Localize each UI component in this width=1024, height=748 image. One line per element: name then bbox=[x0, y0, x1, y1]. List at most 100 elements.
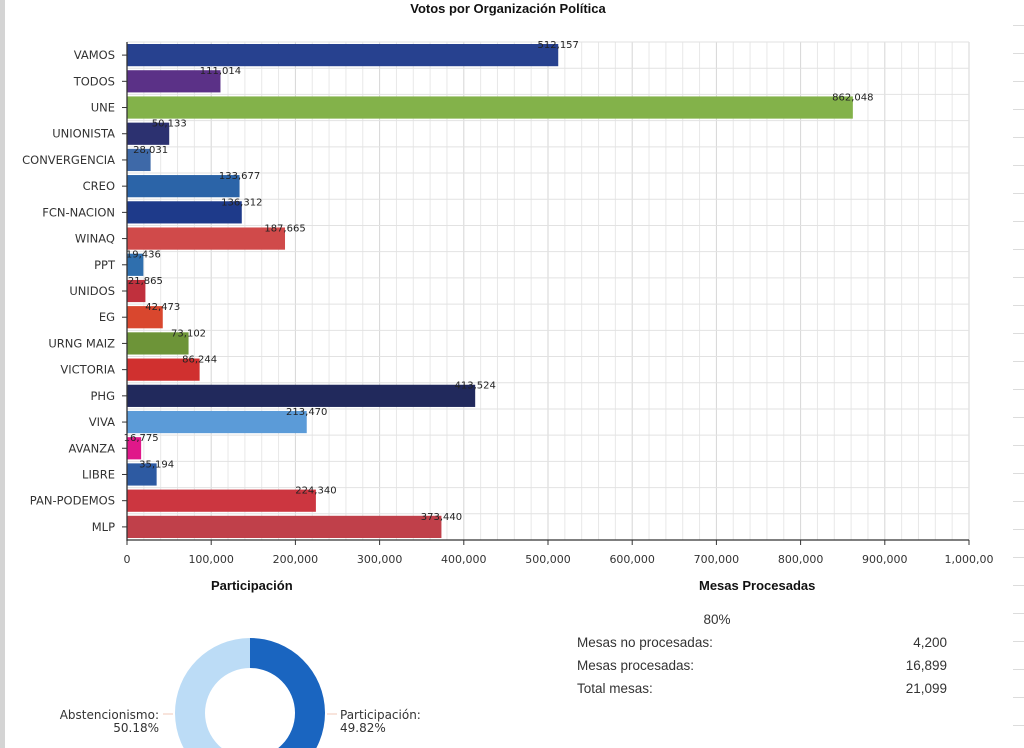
category-label: UNE bbox=[91, 101, 115, 115]
bar-value-label: 224,340 bbox=[295, 486, 336, 497]
right-edge-decoration bbox=[1013, 0, 1024, 748]
bar-vamos bbox=[127, 44, 559, 67]
mesas-row: Mesas procesadas: 16,899 bbox=[577, 654, 947, 677]
participation-donut-chart: Participación:49.82% Abstencionismo:50.18… bbox=[60, 638, 421, 748]
bar-todos bbox=[127, 70, 221, 93]
edge-dash bbox=[1013, 417, 1024, 418]
x-tick-label: 800,000 bbox=[778, 553, 824, 566]
edge-dash bbox=[1013, 249, 1024, 250]
mesas-row-value: 4,200 bbox=[913, 635, 947, 650]
edge-dash bbox=[1013, 529, 1024, 530]
abstencionismo-value: 50.18% bbox=[113, 721, 159, 735]
x-tick-label: 400,000 bbox=[441, 553, 487, 566]
category-label: EG bbox=[99, 310, 115, 324]
x-tick-label: 0 bbox=[124, 553, 131, 566]
edge-dash bbox=[1013, 697, 1024, 698]
bar-urng-maiz bbox=[127, 332, 189, 355]
bar-fcn-nacion bbox=[127, 201, 242, 224]
bar-convergencia bbox=[127, 148, 151, 172]
x-tick-label: 700,000 bbox=[694, 553, 740, 566]
bar-avanza bbox=[127, 437, 142, 460]
bar-value-label: 73,102 bbox=[171, 328, 206, 339]
category-label: UNIONISTA bbox=[52, 127, 115, 141]
category-label: VAMOS bbox=[74, 48, 115, 62]
bar-value-label: 373,440 bbox=[421, 512, 462, 523]
donut-slice-abstencionismo bbox=[175, 638, 250, 748]
bar-value-label: 28,031 bbox=[133, 145, 168, 156]
edge-dash bbox=[1013, 137, 1024, 138]
bar-phg bbox=[127, 384, 476, 407]
bar-pan-podemos bbox=[127, 489, 316, 512]
category-label: VICTORIA bbox=[60, 363, 115, 377]
bar-mlp bbox=[127, 515, 442, 538]
mesas-row-value: 16,899 bbox=[905, 658, 947, 673]
bar-value-label: 862,048 bbox=[832, 92, 873, 103]
window-left-border bbox=[0, 0, 5, 748]
mesas-row-value: 21,099 bbox=[905, 681, 947, 696]
mesas-percent: 80% bbox=[703, 612, 731, 627]
category-label: PPT bbox=[94, 258, 116, 272]
participation-title: Participación bbox=[211, 578, 293, 593]
category-label: PHG bbox=[91, 389, 116, 403]
mesas-row-label: Mesas no procesadas: bbox=[577, 635, 713, 650]
edge-dash bbox=[1013, 109, 1024, 110]
category-label: CONVERGENCIA bbox=[22, 153, 115, 167]
bar-value-label: 133,677 bbox=[219, 171, 260, 182]
mesas-panel: 80% Mesas no procesadas: 4,200 Mesas pro… bbox=[577, 612, 947, 700]
edge-dash bbox=[1013, 53, 1024, 54]
bar-unionista bbox=[127, 122, 170, 145]
bar-libre bbox=[127, 463, 157, 486]
category-label: UNIDOS bbox=[69, 284, 115, 298]
mesas-row-label: Total mesas: bbox=[577, 681, 653, 696]
participacion-label: Participación: bbox=[340, 708, 421, 722]
edge-dash bbox=[1013, 333, 1024, 334]
bar-value-label: 50,133 bbox=[152, 119, 187, 130]
bar-value-label: 413,524 bbox=[455, 381, 496, 392]
edge-dash bbox=[1013, 25, 1024, 26]
bar-value-label: 213,470 bbox=[286, 407, 327, 418]
axes-group: VAMOS TODOS UNE UNIONISTA CONVERGENCIA CREO FC… bbox=[22, 42, 993, 566]
bar-victoria bbox=[127, 358, 200, 381]
category-label: TODOS bbox=[73, 74, 115, 88]
category-label: CREO bbox=[83, 179, 115, 193]
x-tick-label: 600,000 bbox=[609, 553, 655, 566]
participacion-value: 49.82% bbox=[340, 721, 386, 735]
bar-value-label: 86,244 bbox=[182, 355, 217, 366]
edge-dash bbox=[1013, 193, 1024, 194]
bar-creo bbox=[127, 175, 240, 198]
votes-bar-chart: Votos por Organización Política 512,157 1… bbox=[22, 1, 993, 566]
edge-dash bbox=[1013, 501, 1024, 502]
mesas-title: Mesas Procesadas bbox=[699, 578, 816, 593]
category-label: LIBRE bbox=[82, 467, 115, 481]
bars-group: 512,157 111,014 862,048 50,133 28,031 133,677… bbox=[124, 40, 874, 538]
bar-value-label: 111,014 bbox=[200, 66, 241, 77]
edge-dash bbox=[1013, 725, 1024, 726]
category-label: VIVA bbox=[89, 415, 115, 429]
mesas-row: Total mesas: 21,099 bbox=[577, 677, 947, 700]
bar-viva bbox=[127, 410, 307, 434]
x-tick-label: 100,000 bbox=[188, 553, 234, 566]
edge-dash bbox=[1013, 277, 1024, 278]
bar-ppt bbox=[127, 253, 144, 276]
bar-value-label: 512,157 bbox=[538, 40, 579, 51]
bar-une bbox=[127, 96, 853, 119]
bar-chart-title: Votos por Organización Política bbox=[410, 1, 606, 16]
category-label: URNG MAIZ bbox=[48, 336, 115, 350]
x-tick-label: 500,000 bbox=[525, 553, 571, 566]
edge-dash bbox=[1013, 445, 1024, 446]
category-label: MLP bbox=[92, 520, 115, 534]
x-tick-label: 1,000,00 bbox=[945, 553, 994, 566]
grid-lines bbox=[126, 41, 970, 541]
bar-value-label: 42,473 bbox=[145, 302, 180, 313]
edge-dash bbox=[1013, 221, 1024, 222]
category-label: PAN-PODEMOS bbox=[30, 494, 115, 508]
edge-dash bbox=[1013, 641, 1024, 642]
bar-value-label: 35,194 bbox=[139, 459, 174, 470]
category-label: WINAQ bbox=[75, 232, 115, 246]
edge-dash bbox=[1013, 165, 1024, 166]
bar-value-label: 136,312 bbox=[221, 197, 262, 208]
bar-value-label: 21,865 bbox=[128, 276, 163, 287]
bar-value-label: 187,665 bbox=[264, 223, 305, 234]
x-tick-label: 900,000 bbox=[862, 553, 908, 566]
edge-dash bbox=[1013, 305, 1024, 306]
